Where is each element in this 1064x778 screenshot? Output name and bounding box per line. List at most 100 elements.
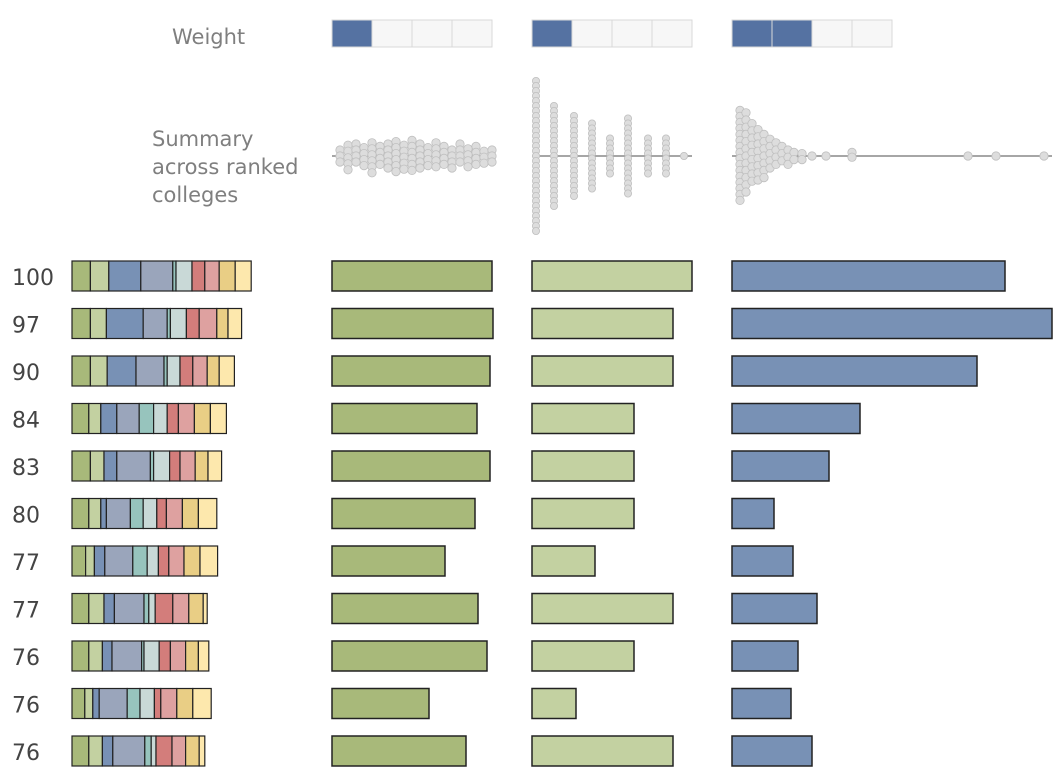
stacked-segment <box>160 687 178 720</box>
weight-box-col1 <box>411 19 453 48</box>
beeswarm-dot-col2 <box>532 226 541 235</box>
score-label: 100 <box>12 266 54 291</box>
stacked-segment <box>169 640 187 672</box>
stacked-segment <box>116 402 140 435</box>
bar-col2 <box>531 307 674 340</box>
weight-box-col1 <box>371 19 413 48</box>
stacked-segment <box>71 450 91 482</box>
stacked-segment <box>116 450 152 482</box>
beeswarm-dot-col3 <box>741 187 751 197</box>
beeswarm-dot-col3 <box>991 151 1001 161</box>
stacked-segment <box>88 640 104 672</box>
bar-col2 <box>531 735 674 767</box>
score-label: 84 <box>12 409 40 434</box>
score-label: 80 <box>12 504 40 529</box>
college-rows: 100 97 90 84 83 80 77 77 76 76 76 <box>12 260 1053 767</box>
stacked-segment <box>153 687 162 720</box>
stacked-segment <box>234 260 252 292</box>
stacked-segment <box>140 260 174 292</box>
beeswarm-dot-col3 <box>735 195 745 205</box>
bar-col3 <box>731 735 813 767</box>
bar-col3 <box>731 592 818 625</box>
bar-col2 <box>531 450 635 482</box>
stacked-segment <box>144 735 152 767</box>
stacked-segment <box>108 260 142 292</box>
weight-label: Weight <box>172 25 245 49</box>
stacked-segment <box>197 640 210 672</box>
stacked-segment <box>71 545 87 577</box>
beeswarm-dot-col1 <box>415 163 425 173</box>
score-label: 90 <box>12 361 40 386</box>
stacked-segment <box>71 640 90 672</box>
weight-box-col2 <box>531 19 573 48</box>
beeswarm-dot-col3 <box>821 151 831 161</box>
stacked-segment <box>101 735 114 767</box>
weight-box-col2 <box>571 19 613 48</box>
stacked-segment <box>153 450 171 482</box>
bar-col1 <box>331 640 488 672</box>
stacked-segment <box>155 735 173 767</box>
stacked-segment <box>166 355 181 387</box>
bar-col1 <box>331 450 491 482</box>
stacked-segment <box>88 592 105 625</box>
stacked-segment <box>71 307 91 340</box>
weight-indicators <box>331 19 893 48</box>
stacked-segment <box>132 545 148 577</box>
stacked-segment <box>89 260 110 292</box>
stacked-segment <box>157 545 170 577</box>
stacked-segment <box>194 450 209 482</box>
beeswarm-dot-col1 <box>391 167 401 177</box>
stacked-segment <box>71 735 90 767</box>
stacked-segment <box>168 545 185 577</box>
stacked-segment <box>218 355 235 387</box>
bar-col1 <box>331 545 446 577</box>
bar-col2 <box>531 355 674 387</box>
stacked-segment <box>101 640 113 672</box>
score-label: 77 <box>12 599 40 624</box>
stacked-segment <box>188 592 204 625</box>
stacked-segment <box>71 260 91 292</box>
bar-col3 <box>731 687 792 720</box>
bar-col1 <box>331 402 478 435</box>
beeswarm-dot-col1 <box>383 163 393 173</box>
stacked-segment <box>218 260 236 292</box>
stacked-segment <box>138 402 155 435</box>
beeswarm-dot-col1 <box>431 162 441 172</box>
beeswarm-dot-col3 <box>807 151 817 161</box>
beeswarm-dot-col1 <box>479 158 489 168</box>
score-label: 76 <box>12 694 40 719</box>
stacked-segment <box>143 640 160 672</box>
bar-col3 <box>731 545 794 577</box>
stacked-segment <box>71 592 90 625</box>
stacked-segment <box>71 402 90 435</box>
beeswarm-dot-col1 <box>359 161 369 171</box>
summary-label-line-2: across ranked <box>152 155 298 179</box>
stacked-segment <box>197 497 218 530</box>
stacked-segment <box>192 355 208 387</box>
stacked-segment <box>154 592 174 625</box>
stacked-segment <box>156 497 168 530</box>
weight-box-col3 <box>851 19 893 48</box>
beeswarm-dot-col2 <box>550 201 559 210</box>
stacked-segment <box>185 307 200 340</box>
beeswarm-dot-col1 <box>487 157 497 167</box>
stacked-segment <box>192 687 212 720</box>
bar-col3 <box>731 307 1053 340</box>
stacked-segment <box>142 497 158 530</box>
beeswarm-dot-col1 <box>455 157 465 167</box>
stacked-segment <box>207 450 223 482</box>
stacked-segment <box>89 450 105 482</box>
bar-col2 <box>531 497 635 530</box>
stacked-segment <box>206 355 220 387</box>
stacked-segment <box>176 687 194 720</box>
stacked-segment <box>202 592 208 625</box>
stacked-segment <box>93 545 106 577</box>
bar-col2 <box>531 260 693 292</box>
stacked-segment <box>71 687 86 720</box>
stacked-segment <box>148 592 156 625</box>
score-label: 97 <box>12 314 40 339</box>
beeswarm-dot-col1 <box>439 159 449 169</box>
stacked-segment <box>227 307 243 340</box>
stacked-segment <box>84 545 95 577</box>
